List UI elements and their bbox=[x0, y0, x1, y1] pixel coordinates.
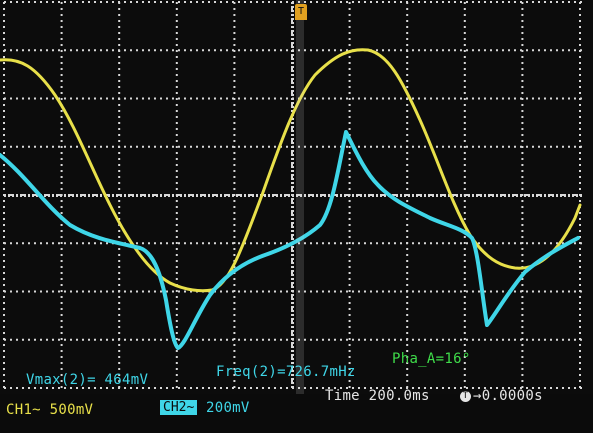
trigger-offset-value: →0.0000s bbox=[473, 388, 543, 404]
ch2-waveform-trace bbox=[0, 130, 580, 350]
ch2-badge: CH2~ bbox=[160, 400, 198, 415]
ch2-scale: 200mV bbox=[206, 400, 250, 416]
frequency-measurement: Freq(2)=726.7mHz bbox=[216, 364, 356, 380]
phase-measurement: Pha_A=16° bbox=[392, 351, 471, 367]
center-horizontal-axis bbox=[4, 194, 582, 197]
trigger-time-icon: T bbox=[460, 390, 471, 402]
vmax-measurement: Vmax(2)= 464mV bbox=[26, 372, 149, 388]
trigger-marker-icon: T bbox=[295, 4, 307, 20]
trigger-offset: T →0.0000s bbox=[460, 388, 543, 404]
graticule-grid bbox=[3, 1, 582, 389]
timebase: Time 200.0ms bbox=[325, 388, 430, 404]
status-bar: CH1~ 500mV Time 200.0ms T →0.0000s bbox=[0, 388, 593, 433]
ch1-scale: CH1~ 500mV bbox=[6, 402, 94, 418]
